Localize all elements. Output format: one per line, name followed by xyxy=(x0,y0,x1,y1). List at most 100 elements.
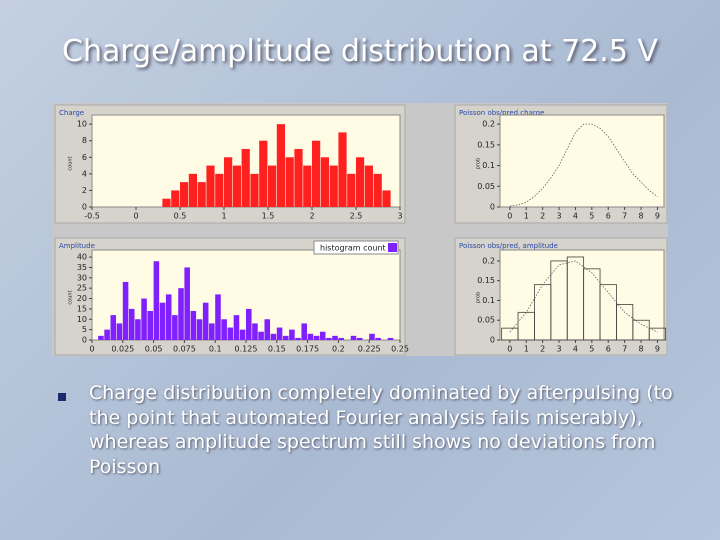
histogram-bar xyxy=(303,165,312,207)
x-tick-label: 1 xyxy=(524,345,529,354)
histogram-bar xyxy=(224,157,233,207)
chart-title: Poisson obs/pred, amplitude xyxy=(459,242,558,250)
chart-title: Charge xyxy=(59,109,84,117)
x-tick-label: 5 xyxy=(589,345,594,354)
histogram-bar xyxy=(128,308,135,340)
histogram-bar xyxy=(364,165,373,207)
histogram-bar xyxy=(122,281,129,340)
x-tick-label: 9 xyxy=(655,345,660,354)
y-tick-label: 0.1 xyxy=(482,296,495,305)
slide-title: Charge/amplitude distribution at 72.5 V xyxy=(62,34,658,69)
data-line xyxy=(509,123,658,207)
histogram-bar xyxy=(172,315,178,340)
histogram-bar xyxy=(387,337,394,340)
x-tick-label: 8 xyxy=(638,345,643,354)
legend-label: histogram count xyxy=(320,244,386,253)
histogram-bar xyxy=(180,182,189,207)
histogram-bar xyxy=(190,310,197,340)
x-tick-label: 0.125 xyxy=(235,345,258,354)
histogram-bar xyxy=(375,337,381,340)
histogram-bar xyxy=(276,327,283,340)
histogram-bar xyxy=(209,323,215,340)
x-tick-label: 2 xyxy=(309,212,314,221)
x-tick-label: 0.5 xyxy=(174,212,187,221)
bullet-text: Charge distribution completely dominated… xyxy=(89,382,673,478)
x-tick-label: 0.025 xyxy=(111,345,134,354)
histogram-bar xyxy=(197,182,206,207)
chart-title: Poisson obs/pred charge xyxy=(459,109,544,117)
y-tick-label: 0.05 xyxy=(477,316,495,325)
histogram-bar xyxy=(215,294,221,340)
x-tick-label: 2.5 xyxy=(350,212,363,221)
x-tick-label: 5 xyxy=(589,212,594,221)
x-tick-label: 0.2 xyxy=(332,345,345,354)
x-tick-label: 6 xyxy=(606,212,611,221)
histogram-bar xyxy=(373,173,382,207)
y-tick-label: 15 xyxy=(77,304,87,313)
histogram-bar xyxy=(252,323,258,340)
y-tick-label: 0.2 xyxy=(482,120,495,129)
x-tick-label: 3 xyxy=(556,345,561,354)
chart-title: Amplitude xyxy=(59,242,95,250)
histogram-bar xyxy=(356,157,365,207)
x-tick-label: 6 xyxy=(606,345,611,354)
histogram-bar xyxy=(307,333,314,340)
histogram-bar xyxy=(270,333,277,340)
histogram-bar xyxy=(239,329,246,340)
x-tick-label: 9 xyxy=(655,212,660,221)
histogram-bar xyxy=(319,331,326,340)
histogram-bar xyxy=(202,302,209,340)
histogram-bar xyxy=(320,157,329,207)
histogram-bar xyxy=(147,310,153,340)
x-tick-label: 2 xyxy=(540,212,545,221)
x-tick-label: 0 xyxy=(89,345,94,354)
histogram-bar xyxy=(276,124,285,207)
histogram-bar xyxy=(196,319,203,340)
plot-area xyxy=(499,249,665,341)
histogram-bar xyxy=(221,319,227,340)
histogram-bar xyxy=(268,165,277,207)
histogram-bar xyxy=(285,157,294,207)
x-tick-label: 8 xyxy=(638,212,643,221)
histogram-bar xyxy=(165,294,172,340)
histogram-bar xyxy=(116,323,123,340)
histogram-bar xyxy=(312,140,321,207)
y-tick-label: 4 xyxy=(82,169,87,178)
y-tick-label: 0 xyxy=(82,203,87,212)
histogram-bar xyxy=(233,315,240,340)
histogram-bar xyxy=(332,335,338,340)
y-tick-label: 10 xyxy=(77,315,87,324)
y-tick-label: 40 xyxy=(77,253,87,262)
histogram-bar xyxy=(227,327,234,340)
histogram-bar xyxy=(188,173,197,207)
y-tick-label: 0.05 xyxy=(477,182,495,191)
histogram-bar xyxy=(329,165,338,207)
histogram-bar xyxy=(104,329,110,340)
y-axis-label: prob xyxy=(476,158,482,169)
x-tick-label: 4 xyxy=(573,345,578,354)
histogram-bar xyxy=(232,165,241,207)
x-tick-label: 3 xyxy=(556,212,561,221)
plot-area xyxy=(499,114,665,208)
histogram-bar xyxy=(159,302,166,340)
histogram-bar xyxy=(326,337,332,340)
histogram-bar xyxy=(259,140,268,207)
x-tick-label: 1 xyxy=(524,212,529,221)
x-tick-label: 1.5 xyxy=(262,212,275,221)
histogram-bar xyxy=(162,198,171,207)
y-tick-label: 6 xyxy=(82,153,87,162)
histogram-bar xyxy=(206,165,215,207)
x-tick-label: 0.25 xyxy=(391,345,409,354)
histogram-bar xyxy=(369,333,375,340)
histogram-bar xyxy=(338,132,347,207)
x-tick-label: 0.225 xyxy=(358,345,381,354)
histogram-bar xyxy=(141,298,147,340)
histogram-bar xyxy=(264,319,271,340)
y-tick-label: 35 xyxy=(77,263,87,272)
y-tick-label: 20 xyxy=(77,294,87,303)
histogram-bar xyxy=(184,267,190,340)
y-tick-label: 30 xyxy=(77,273,87,282)
histogram-bar xyxy=(301,323,307,340)
x-tick-label: 0 xyxy=(507,212,512,221)
